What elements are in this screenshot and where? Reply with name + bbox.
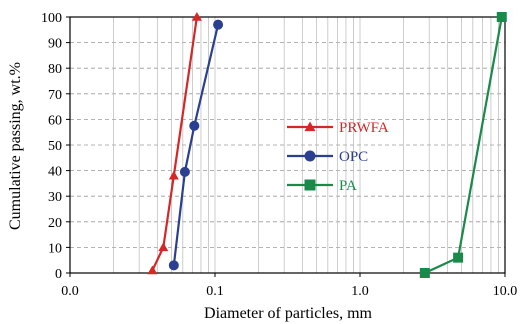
data-point [453,252,464,263]
y-tick-label: 50 [48,139,62,154]
data-point [419,268,430,278]
series-opc [168,19,224,271]
x-tick-label: 0.0 [61,284,79,299]
y-axis-title: Cumulative passing, wt.% [7,62,24,230]
legend-label: PRWFA [339,120,389,136]
data-point [168,170,179,180]
legend: PRWFA OPC PA [287,120,389,194]
series-line [172,24,220,266]
data-point [191,12,202,21]
legend-label: PA [339,178,357,194]
data-point [147,265,158,275]
series-layer [147,12,507,278]
x-tick-label: 0.1 [206,284,224,299]
y-tick-label: 70 [48,88,62,103]
y-tick-label: 40 [48,165,62,180]
data-point [496,12,507,22]
x-tick-label: 1.0 [351,284,369,299]
data-point [189,120,200,131]
data-point [158,242,169,252]
x-axis-title: Diameter of particles, mm [204,305,372,322]
legend-item-opc: OPC [287,149,368,165]
y-tick-label: 20 [48,216,62,231]
y-tick-label: 10 [48,241,62,256]
x-axis-ticks: 0.0 0.1 1.0 10.0 [61,273,517,299]
legend-item-pa: PA [287,178,357,194]
x-tick-label: 10.0 [493,284,518,299]
series-line [151,16,198,271]
y-tick-label: 90 [48,37,62,52]
legend-marker [304,121,316,132]
grid [70,17,505,273]
y-tick-label: 0 [55,267,62,282]
data-point [179,166,190,177]
y-tick-label: 100 [41,11,62,26]
y-tick-label: 80 [48,62,62,77]
series-pa [419,12,507,278]
legend-label: OPC [339,149,368,165]
legend-marker [304,179,316,191]
series-prwfa [147,12,202,275]
y-axis-ticks: 0 10 20 30 40 50 60 70 80 90 100 [41,11,70,282]
legend-marker [304,150,316,162]
y-tick-label: 60 [48,113,62,128]
legend-item-prwfa: PRWFA [287,120,389,136]
y-tick-label: 30 [48,190,62,205]
data-point [213,19,224,30]
data-point [168,260,179,271]
